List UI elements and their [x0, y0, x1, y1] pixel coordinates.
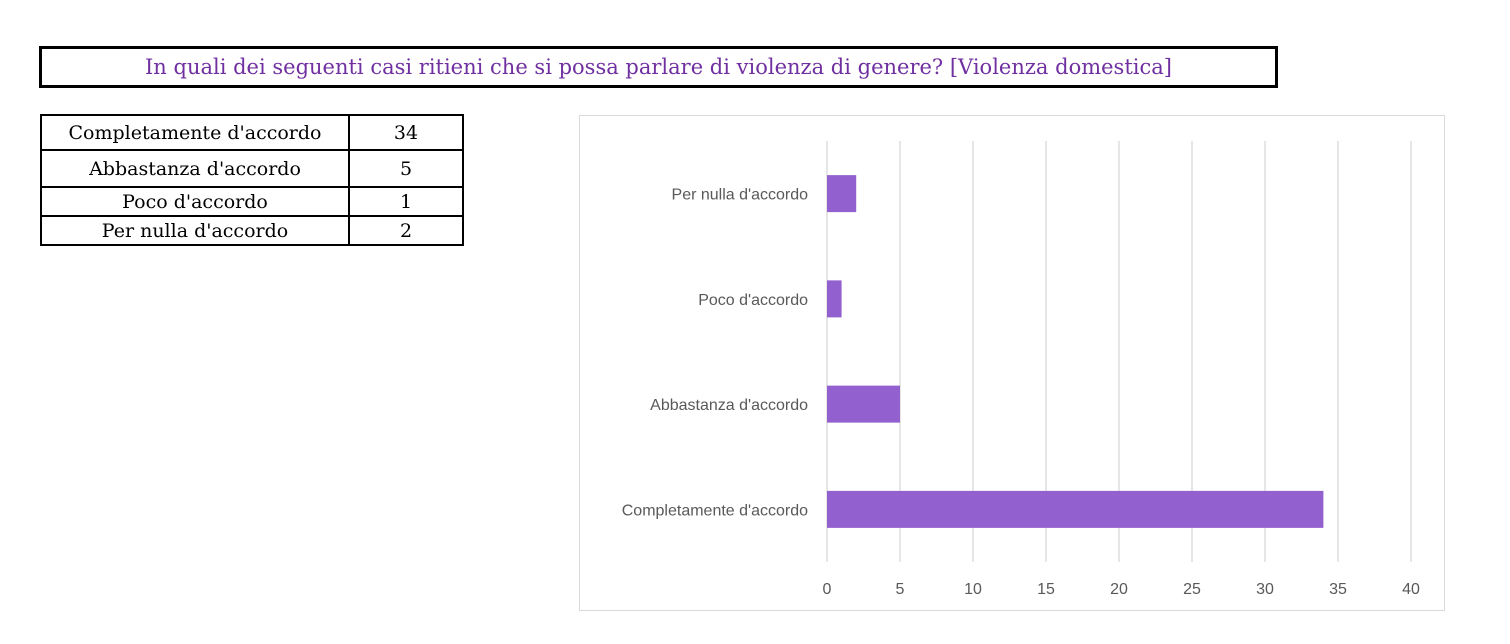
- x-tick-label: 35: [1329, 581, 1347, 598]
- question-title: In quali dei seguenti casi ritieni che s…: [39, 46, 1278, 88]
- table-row: Per nulla d'accordo 2: [40, 215, 464, 246]
- bar: [827, 385, 900, 423]
- x-tick-label: 20: [1110, 581, 1128, 598]
- table-cell-value: 2: [348, 215, 464, 246]
- category-label: Completamente d'accordo: [622, 502, 808, 519]
- bar: [827, 490, 1324, 528]
- table-row: Completamente d'accordo 34: [40, 114, 464, 151]
- table-cell-label: Per nulla d'accordo: [40, 215, 350, 246]
- category-label: Abbastanza d'accordo: [650, 397, 808, 414]
- response-table: Completamente d'accordo 34 Abbastanza d'…: [40, 114, 464, 246]
- chart-area: 0 5 10 15 20 25 30 35 40 Completamente d'accordo A…: [579, 115, 1445, 611]
- category-label: Per nulla d'accordo: [672, 187, 809, 204]
- category-label: Poco d'accordo: [698, 292, 808, 309]
- table-cell-value: 5: [348, 149, 464, 188]
- x-tick-label: 5: [896, 581, 905, 598]
- x-tick-label: 40: [1402, 581, 1420, 598]
- bar: [827, 175, 857, 213]
- x-tick-label: 10: [964, 581, 982, 598]
- bar-chart: 0 5 10 15 20 25 30 35 40 Completamente d'accordo A…: [622, 141, 1420, 598]
- x-tick-label: 0: [823, 581, 832, 598]
- table-row: Abbastanza d'accordo 5: [40, 149, 464, 188]
- table-cell-value: 34: [348, 114, 464, 151]
- table-cell-label: Poco d'accordo: [40, 186, 350, 217]
- table-row: Poco d'accordo 1: [40, 186, 464, 217]
- table-cell-label: Abbastanza d'accordo: [40, 149, 350, 188]
- bar: [827, 280, 842, 318]
- x-tick-label: 25: [1183, 581, 1201, 598]
- table-cell-value: 1: [348, 186, 464, 217]
- table-cell-label: Completamente d'accordo: [40, 114, 350, 151]
- x-tick-label: 15: [1037, 581, 1055, 598]
- x-tick-label: 30: [1256, 581, 1274, 598]
